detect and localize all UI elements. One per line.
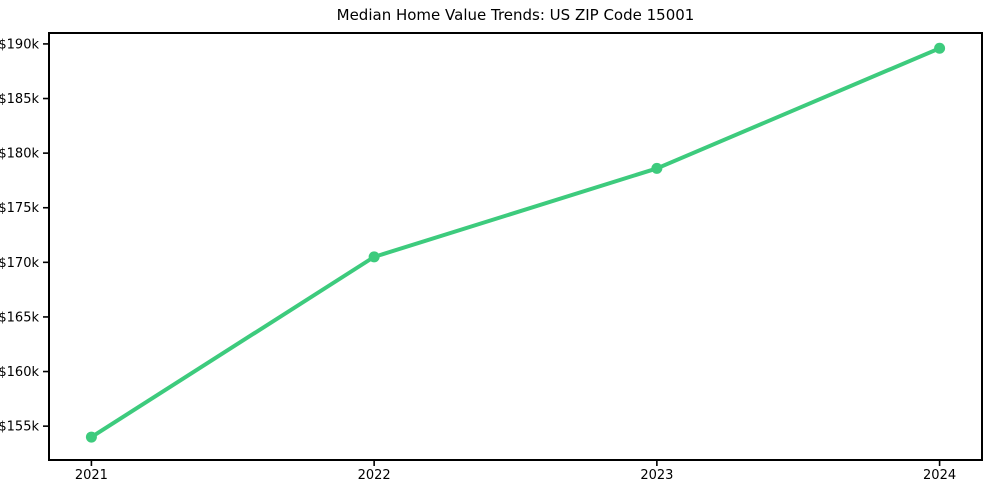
data-point (368, 251, 380, 263)
data-point (85, 431, 97, 443)
x-tick-label: 2023 (640, 468, 673, 483)
y-tick-label: $160k (0, 365, 39, 380)
y-tick-label: $190k (0, 37, 39, 52)
y-tick-label: $170k (0, 256, 39, 271)
data-point (934, 42, 946, 54)
y-tick-label: $180k (0, 147, 39, 162)
y-tick-label: $165k (0, 310, 39, 325)
x-tick-label: 2022 (358, 468, 391, 483)
data-point (651, 162, 663, 174)
x-tick-label: 2024 (923, 468, 956, 483)
y-tick-label: $185k (0, 92, 39, 107)
x-tick-label: 2021 (75, 468, 108, 483)
y-tick-label: $155k (0, 420, 39, 435)
y-tick-label: $175k (0, 201, 39, 216)
chart-title: Median Home Value Trends: US ZIP Code 15… (336, 6, 695, 24)
plot-border (48, 32, 983, 461)
trend-line (89, 46, 942, 440)
